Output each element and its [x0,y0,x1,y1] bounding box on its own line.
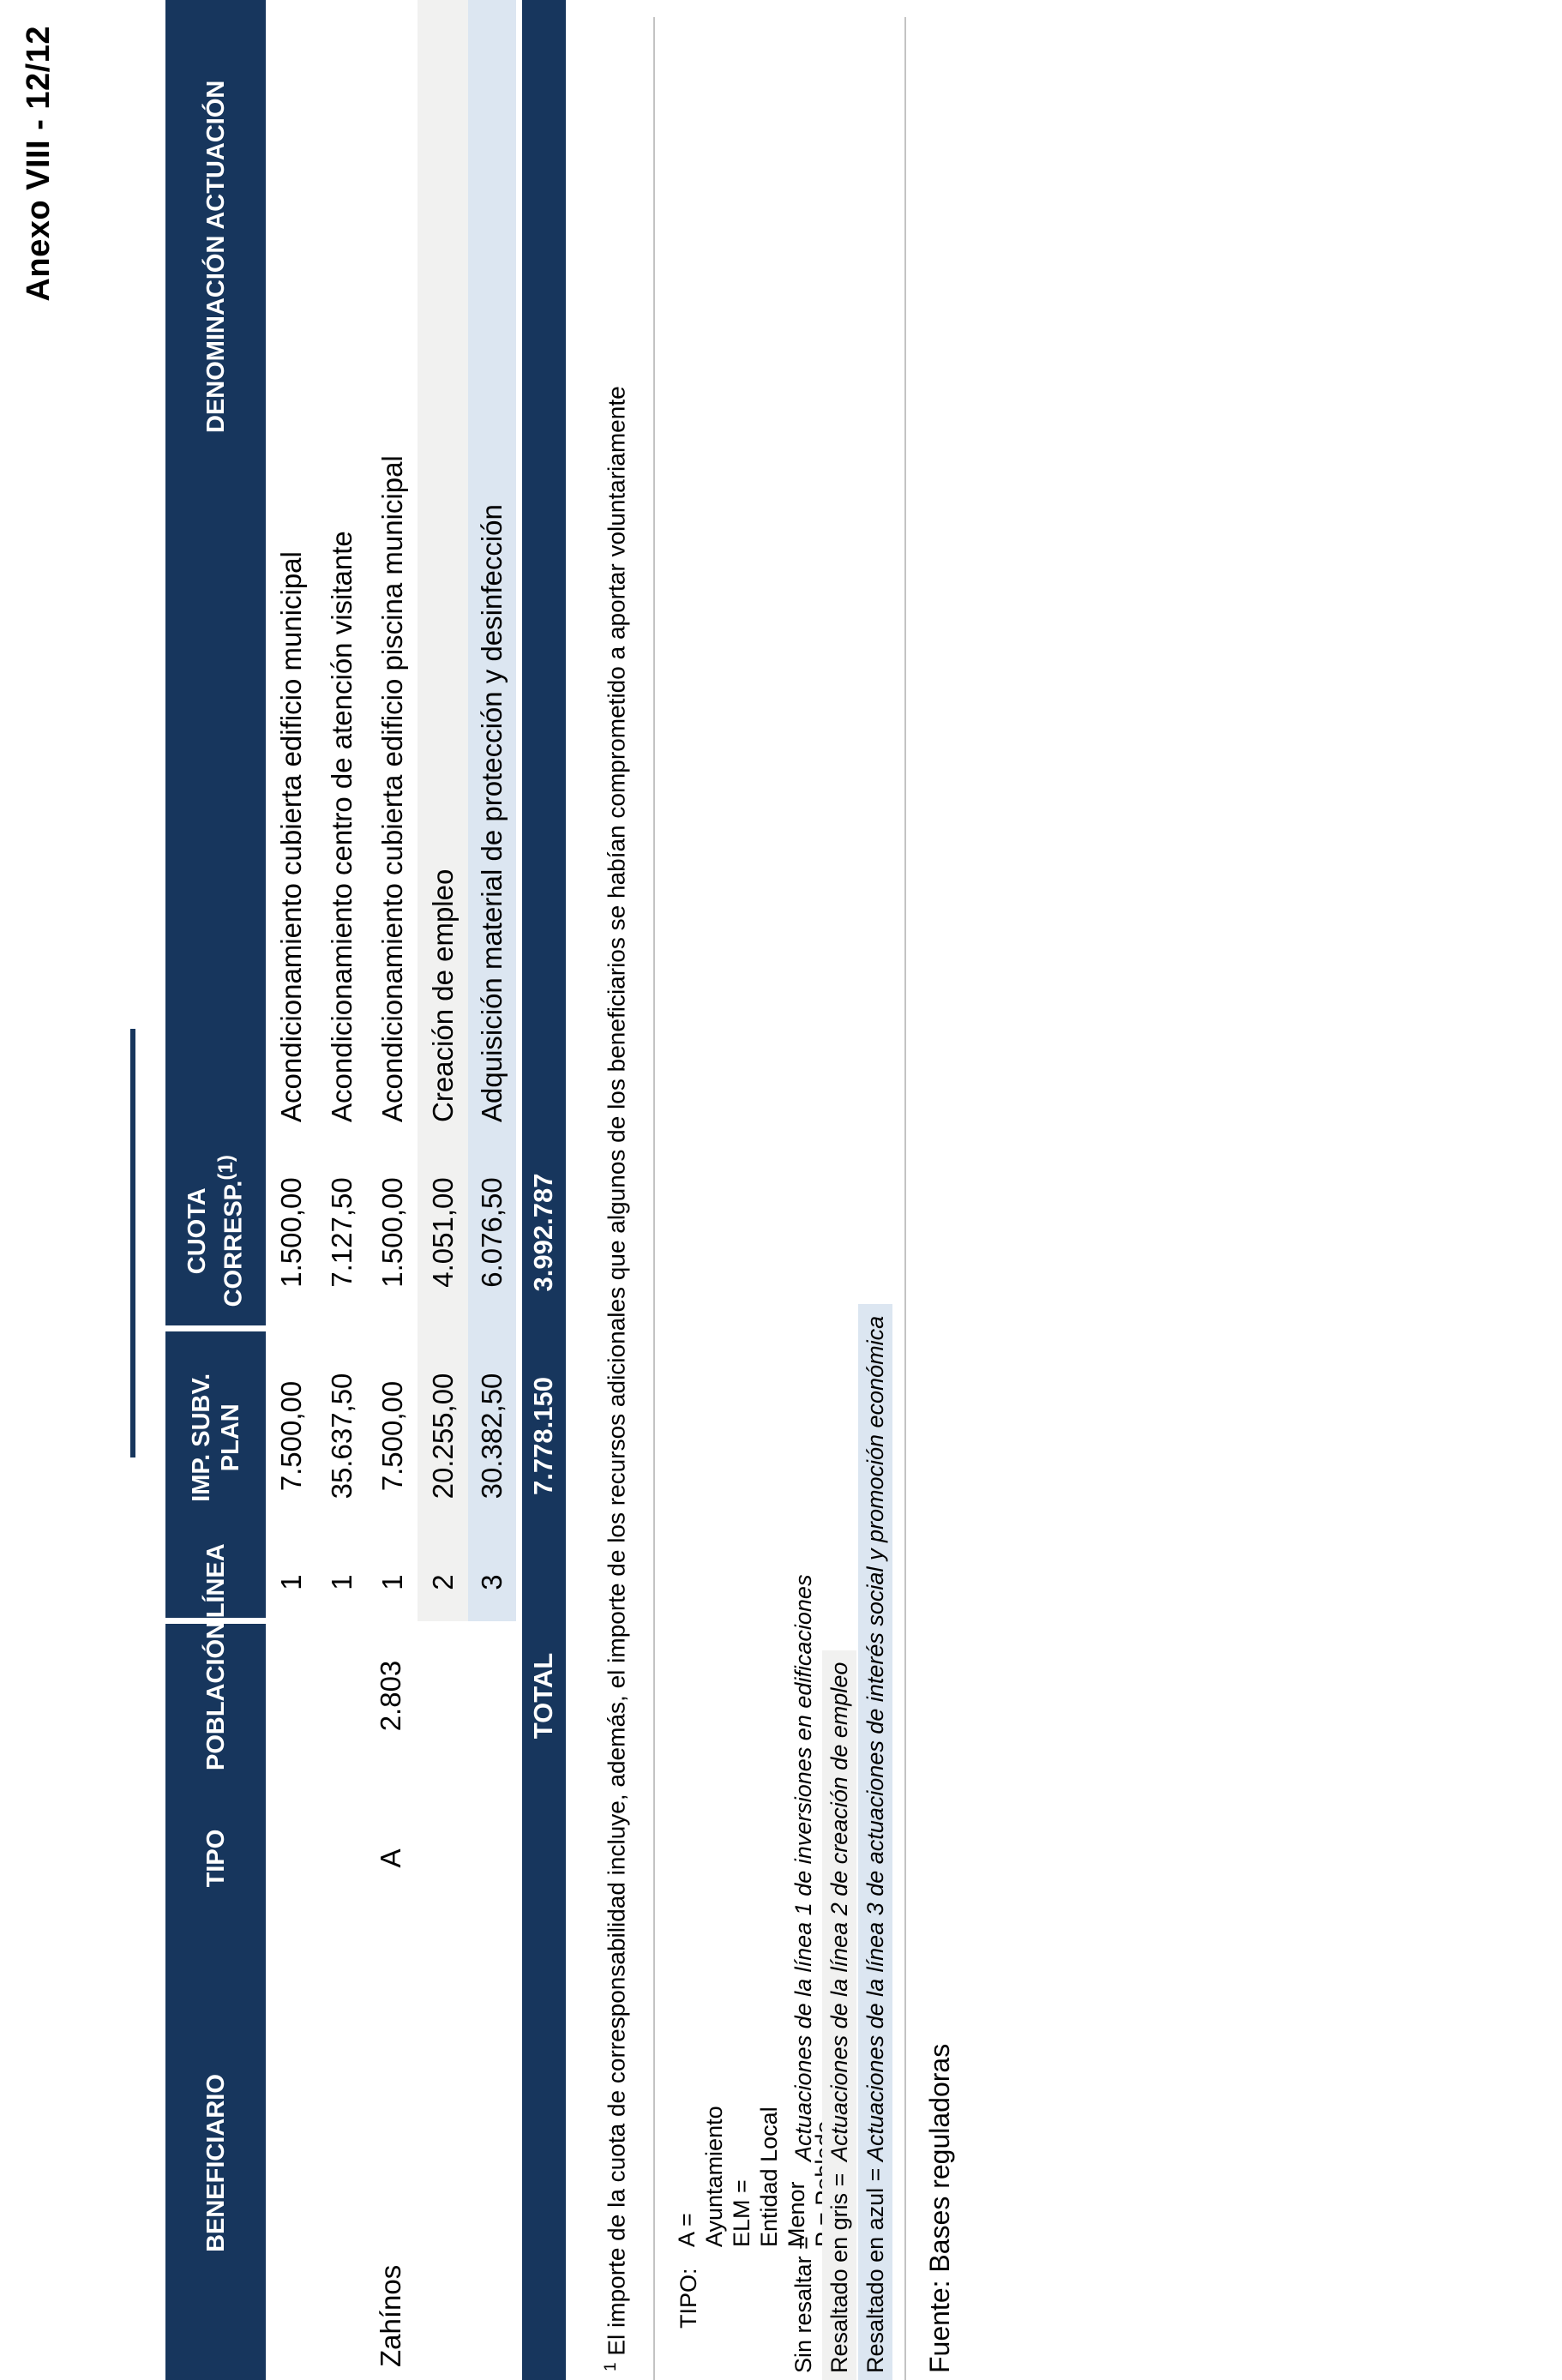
separator-rule-1 [653,17,655,2380]
header-cuota-line2: CORRESP.(1) [214,1155,248,1307]
header-beneficiario: BENEFICIARIO [165,1946,266,2380]
cell-cuota: 6.076,50 [468,1136,519,1329]
table-top-line [130,1029,135,1457]
table-row: Zahínos A 2.803 1 7.500,00 1.500,00 Acon… [266,0,519,2380]
source-note: Fuente: Bases reguladoras [924,2043,955,2373]
cell-denominacion: Acondicionamiento centro de atención vis… [316,0,367,1136]
total-spacer [519,0,566,1136]
cell-cuota: 4.051,00 [418,1136,468,1329]
cell-imp: 35.637,50 [316,1329,367,1543]
legend-label: Resaltado en azul = [862,2167,888,2373]
table-total-row: TOTAL 7.778.150 3.992.787 [519,0,566,2380]
cell-imp: 7.500,00 [266,1329,316,1543]
cell-denominacion: Acondicionamiento cubierta edificio pisc… [367,0,418,1136]
cell-cuota: 1.500,00 [266,1136,316,1329]
legend-label: Resaltado en gris = [826,2173,852,2373]
cell-imp: 7.500,00 [367,1329,418,1543]
legend-definition: Actuaciones de la línea 1 de inversiones… [790,1574,816,2161]
header-poblacion: POBLACIÓN [165,1621,266,1770]
cell-poblacion: 2.803 [266,1621,519,1770]
legend-line-gray-highlight: Resaltado en gris = Actuaciones de la lín… [821,1304,857,2380]
cell-linea: 3 [468,1543,519,1621]
legend-definition: Actuaciones de la línea 3 de actuaciones… [862,1315,888,2161]
separator-rule-2 [904,17,906,2380]
cell-denominacion: Creación de empleo [418,0,468,1136]
subsidy-table: BENEFICIARIO TIPO POBLACIÓN LÍNEA IMP. S… [165,0,566,2380]
cell-linea: 1 [367,1543,418,1621]
footnote-superscript: 1 [602,2362,620,2371]
cell-imp: 20.255,00 [418,1329,468,1543]
cell-denominacion: Acondicionamiento cubierta edificio muni… [266,0,316,1136]
table-header-row: BENEFICIARIO TIPO POBLACIÓN LÍNEA IMP. S… [165,0,266,2380]
header-imp-line1: IMP. SUBV. [187,1373,215,1502]
header-imp-subv-plan: IMP. SUBV. PLAN [165,1329,266,1543]
total-imp: 7.778.150 [519,1329,566,1543]
tipo-legend-item: A = Ayuntamiento [674,2106,727,2247]
header-imp-line2: PLAN [216,1403,244,1472]
legend-line-blue-highlight: Resaltado en azul = Actuaciones de la lín… [857,1303,893,2380]
header-tipo: TIPO [165,1770,266,1946]
highlight-legend: Sin resaltar = Actuaciones de la línea 1 … [785,1303,893,2380]
cell-linea: 2 [418,1543,468,1621]
total-spacer [519,1543,566,1621]
total-spacer [519,1770,566,2380]
legend-line-no-highlight: Sin resaltar = Actuaciones de la línea 1 … [785,1304,821,2380]
header-linea: LÍNEA [165,1543,266,1621]
footnote: 1 El importe de la cuota de corresponsab… [602,22,630,2371]
cell-linea: 1 [266,1543,316,1621]
legend-definition: Actuaciones de la línea 2 de creación de… [826,1662,852,2161]
cell-linea: 1 [316,1543,367,1621]
cell-denominacion: Adquisición material de protección y des… [468,0,519,1136]
total-label: TOTAL [519,1621,566,1770]
cell-imp: 30.382,50 [468,1329,519,1543]
cell-tipo: A [266,1770,519,1946]
cell-cuota: 1.500,00 [367,1136,418,1329]
total-cuota: 3.992.787 [519,1136,566,1329]
header-denominacion: DENOMINACIÓN ACTUACIÓN [165,0,266,1136]
footnote-marker-icon: (1) [214,1155,238,1181]
header-cuota-corresp: CUOTA CORRESP.(1) [165,1136,266,1329]
cell-beneficiario: Zahínos [266,1946,519,2380]
legend-label: Sin resaltar = [790,2236,816,2373]
header-cuota-line1: CUOTA [183,1187,212,1275]
tipo-legend-label: TIPO: [676,2268,701,2329]
page-title: Anexo VIII - 12/12 [21,26,57,302]
footnote-text: El importe de la cuota de corresponsabil… [603,386,630,2356]
cell-cuota: 7.127,50 [316,1136,367,1329]
